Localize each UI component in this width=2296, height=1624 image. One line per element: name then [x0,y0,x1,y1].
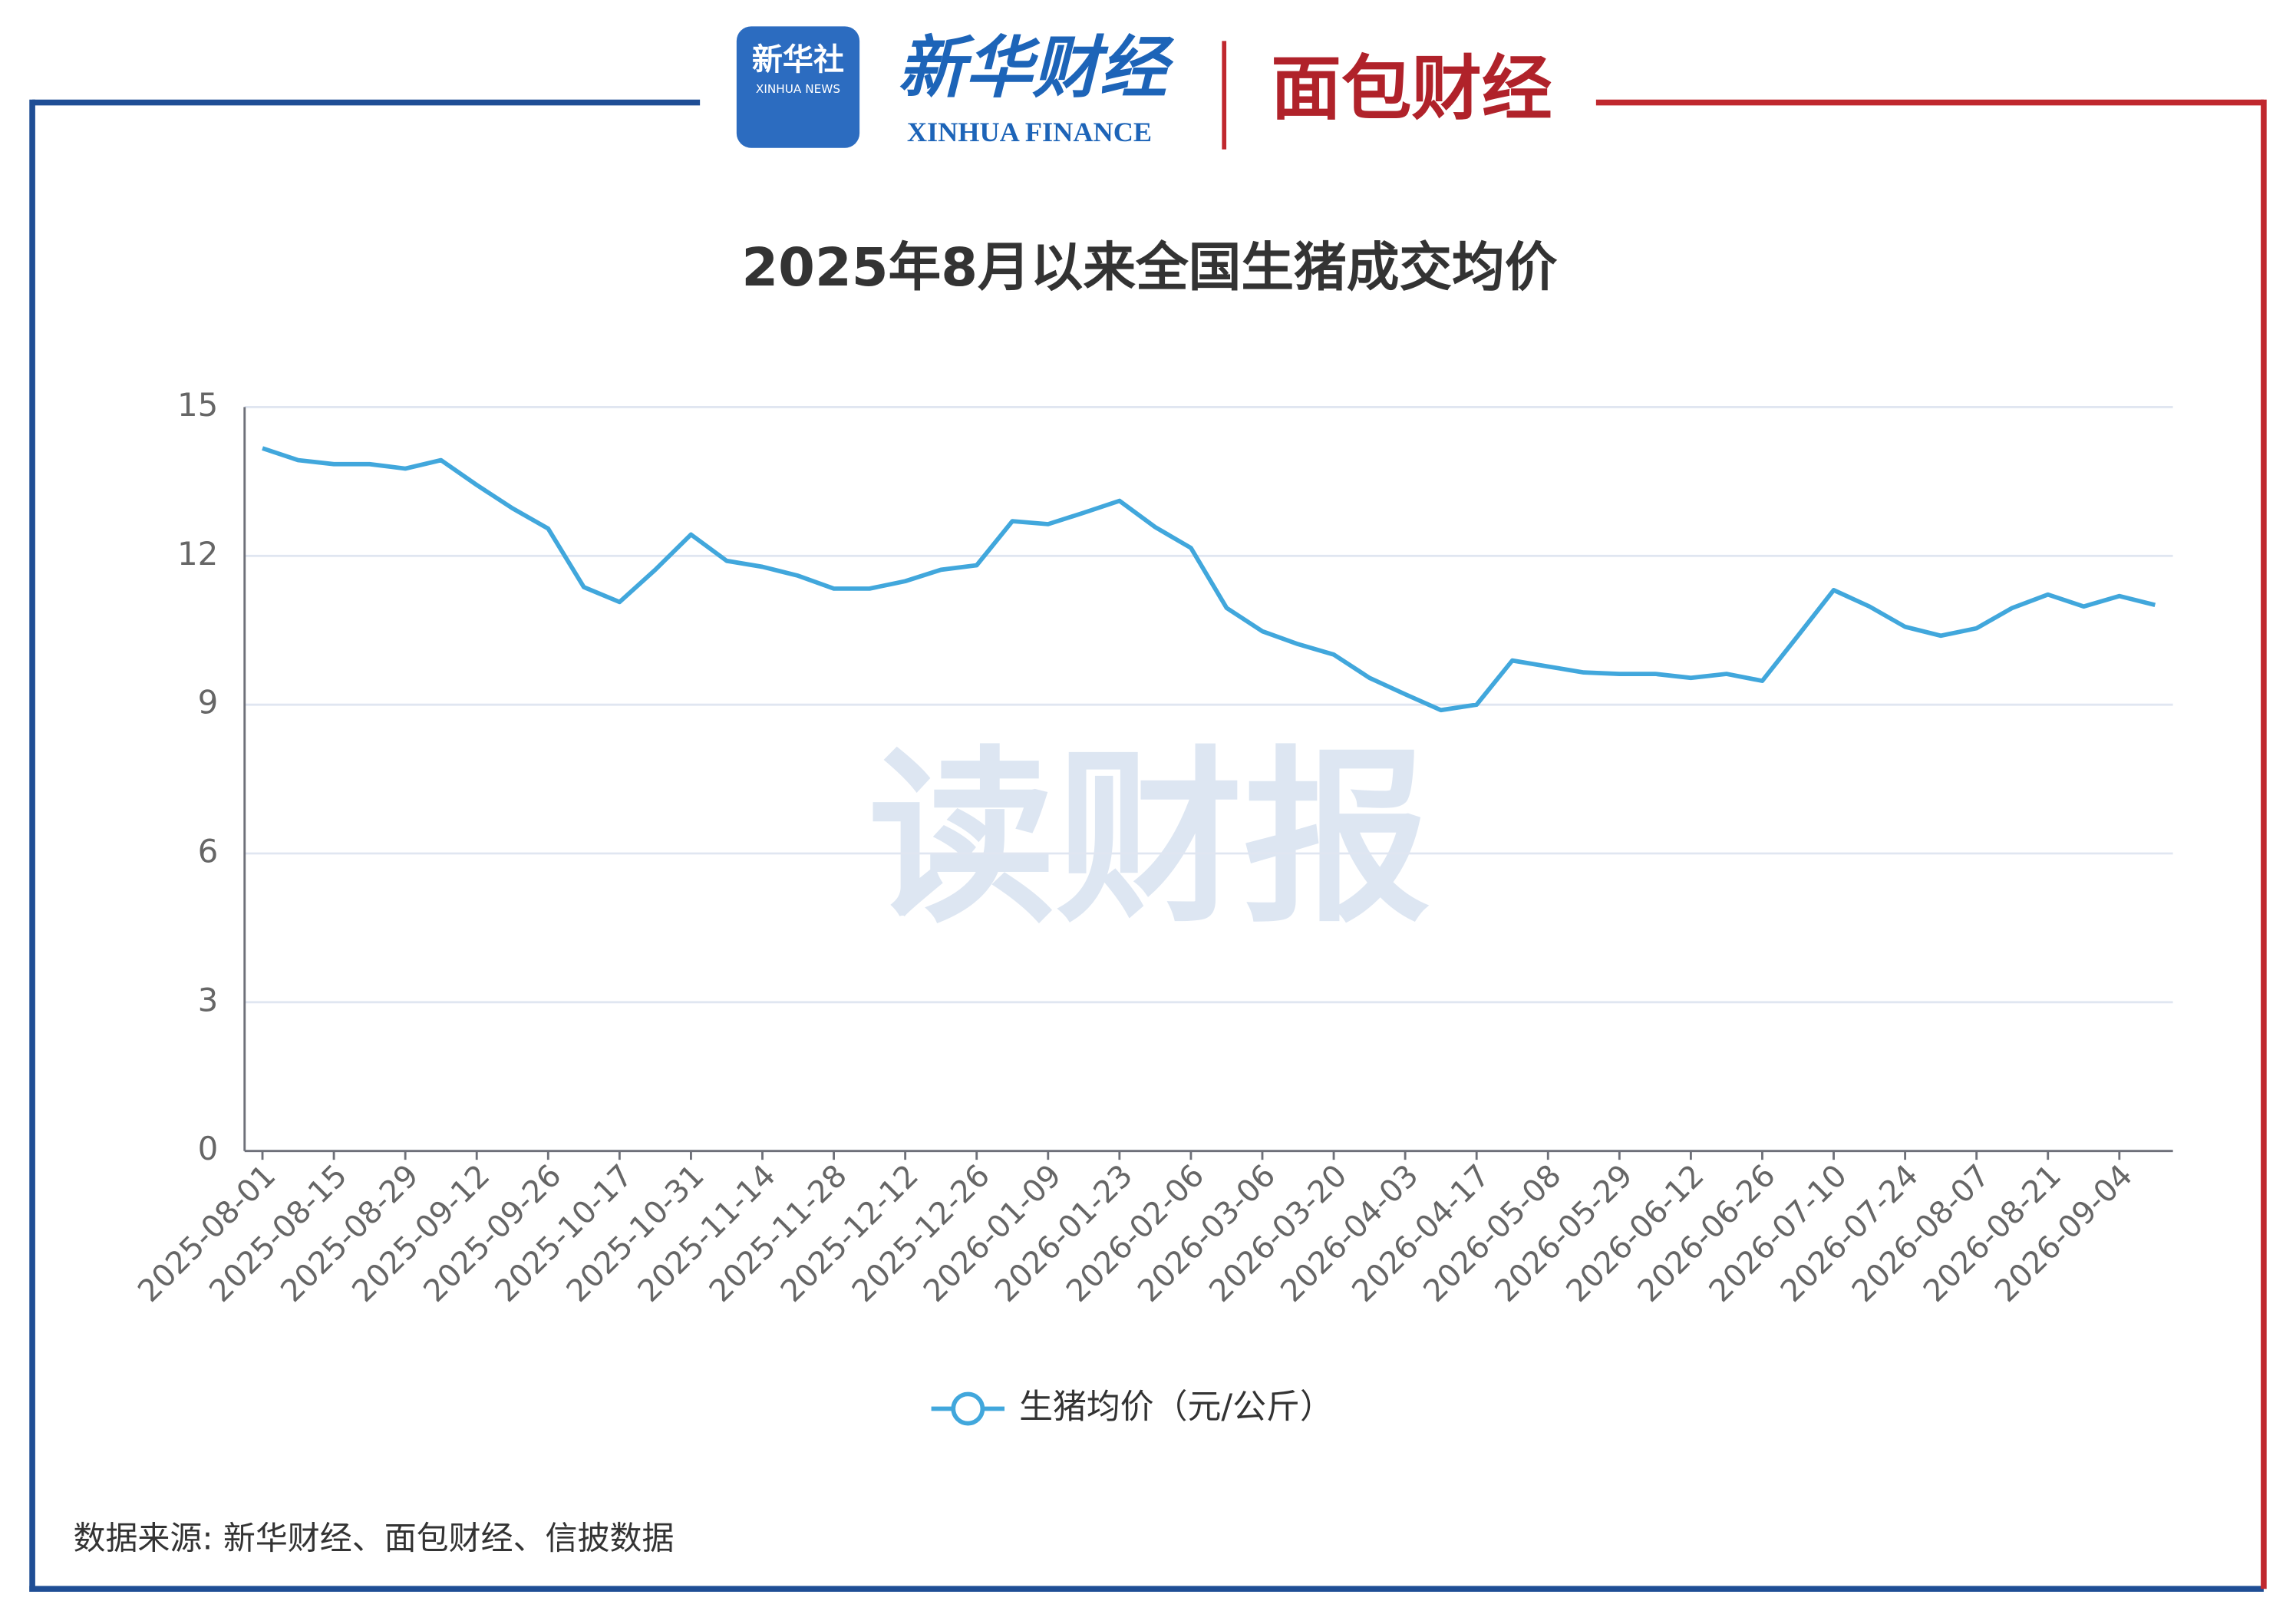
y-tick-label: 12 [177,535,218,573]
y-tick-label: 0 [198,1130,219,1167]
logo-badge: 新华社 [752,42,844,78]
source-note: 数据来源: 新华财经、面包财经、信披数据 [74,1520,675,1557]
y-tick-label: 15 [177,386,218,424]
y-tick-label: 6 [198,832,219,870]
logo-badge-bg [736,26,860,148]
logo-partner: 面包财经 [1271,48,1552,130]
logo-main: 新华财经 [898,28,1175,107]
watermark: 读财报 [869,729,1431,948]
logo-badge-en: XINHUA NEWS [756,82,840,96]
y-tick-label: 3 [198,981,219,1018]
chart-title: 2025年8月以来全国生猪成交均价 [741,237,1557,299]
logo-main-en: XINHUA FINANCE [907,117,1152,147]
line [262,446,2156,713]
legend-label: 生猪均价（元/公斤） [1019,1388,1334,1427]
legend-marker [951,1391,985,1426]
y-tick-label: 9 [198,684,219,721]
